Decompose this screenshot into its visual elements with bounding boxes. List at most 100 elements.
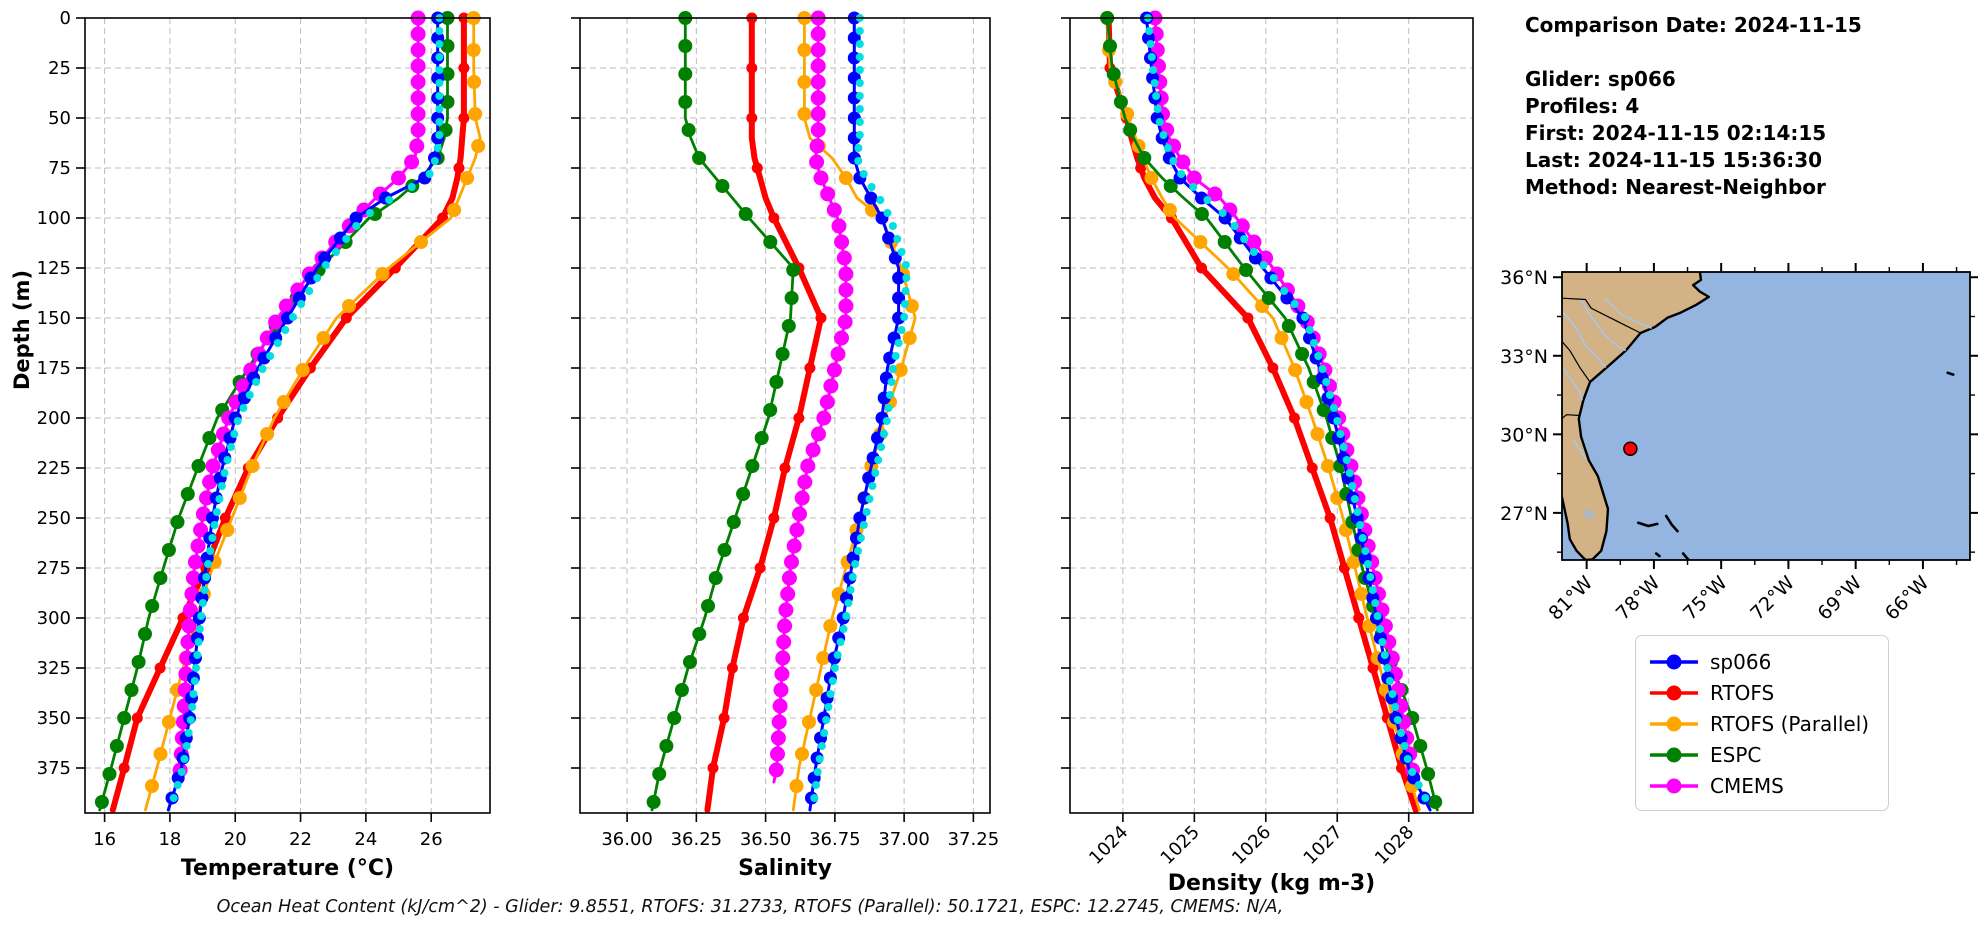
river <box>1604 297 1653 330</box>
info-block: Comparison Date: 2024-11-15 Glider: sp06… <box>1525 12 1862 201</box>
svg-text:50: 50 <box>48 108 71 129</box>
island <box>1664 514 1679 533</box>
series-sp066 <box>805 11 906 812</box>
legend-label: RTOFS (Parallel) <box>1710 711 1870 736</box>
svg-text:250: 250 <box>37 508 71 529</box>
svg-text:72°W: 72°W <box>1746 572 1799 625</box>
svg-text:200: 200 <box>37 408 71 429</box>
x-axis: 16 18 20 22 24 26 <box>93 813 443 850</box>
island <box>1665 564 1670 565</box>
map-frame <box>1561 271 1971 561</box>
river <box>1572 439 1587 460</box>
svg-text:22: 22 <box>289 829 312 850</box>
svg-text:1028: 1028 <box>1371 822 1418 869</box>
svg-text:20: 20 <box>224 829 247 850</box>
svg-text:66°W: 66°W <box>1881 572 1934 625</box>
x-axis-title: Density (kg m-3) <box>1168 871 1376 896</box>
x-axis-title: Salinity <box>738 856 832 881</box>
location-map: 36°N 33°N 30°N 27°N 81°W 78°W 75°W 72°W 69°W 66°W <box>1500 263 1978 625</box>
svg-text:375: 375 <box>37 758 71 779</box>
svg-text:1025: 1025 <box>1157 822 1204 869</box>
legend-item-cmems: CMEMS <box>1648 770 1888 801</box>
svg-text:33°N: 33°N <box>1500 346 1548 368</box>
info-line: First: 2024-11-15 02:14:15 <box>1525 121 1827 145</box>
x-axis: 36.00 36.25 36.50 36.75 37.00 37.25 <box>601 813 999 850</box>
svg-text:125: 125 <box>37 258 71 279</box>
y-axis: 0 25 50 75 100 125 150 175 200 225 250 275 300 325 350… <box>37 8 85 779</box>
info-line: Method: Nearest-Neighbor <box>1525 175 1826 199</box>
depth-axis-label: Depth (m) <box>10 269 34 391</box>
coastline <box>1562 272 1710 560</box>
island <box>1946 371 1955 376</box>
svg-text:18: 18 <box>158 829 181 850</box>
legend-item-sp066: sp066 <box>1648 646 1888 677</box>
svg-text:350: 350 <box>37 708 71 729</box>
svg-text:27°N: 27°N <box>1500 503 1548 525</box>
river <box>1562 365 1583 401</box>
svg-text:1024: 1024 <box>1085 822 1132 869</box>
state-border <box>1562 414 1580 420</box>
svg-text:16: 16 <box>93 829 116 850</box>
state-border <box>1562 341 1591 383</box>
legend-swatch-icon <box>1650 778 1698 793</box>
legend-item-rtofs-parallel-: RTOFS (Parallel) <box>1648 708 1888 739</box>
y-axis <box>571 17 580 769</box>
river <box>1562 310 1607 369</box>
lake <box>1583 509 1594 520</box>
land-layer <box>1562 272 1955 565</box>
svg-text:36.00: 36.00 <box>601 829 653 850</box>
island <box>1681 552 1691 560</box>
legend-label: sp066 <box>1710 649 1772 674</box>
legend-item-espc: ESPC <box>1648 739 1888 770</box>
svg-text:37.00: 37.00 <box>878 829 930 850</box>
svg-text:37.25: 37.25 <box>948 829 1000 850</box>
svg-text:1027: 1027 <box>1300 822 1347 869</box>
svg-text:30°N: 30°N <box>1500 424 1548 446</box>
series-sp066 <box>1140 11 1432 812</box>
river <box>1579 297 1627 352</box>
legend-label: RTOFS <box>1710 680 1775 705</box>
legend-swatch-icon <box>1650 654 1698 669</box>
island <box>1654 552 1661 558</box>
info-line: Comparison Date: 2024-11-15 <box>1525 13 1862 37</box>
svg-text:26: 26 <box>420 829 443 850</box>
grid <box>85 17 490 813</box>
info-line: Last: 2024-11-15 15:36:30 <box>1525 148 1823 172</box>
panel-temperature-c-: 16 18 20 22 24 26 Temperature (°C) 0 25 50 75 100 12… <box>37 8 491 881</box>
svg-text:24: 24 <box>354 829 377 850</box>
series-rtofs <box>704 12 827 813</box>
svg-text:69°W: 69°W <box>1814 572 1867 625</box>
info-line <box>1525 39 1862 66</box>
legend-swatch-icon <box>1650 716 1698 731</box>
ohc-annotation: Ocean Heat Content (kJ/cm^2) - Glider: 9… <box>216 897 1284 917</box>
svg-text:75: 75 <box>48 158 71 179</box>
svg-text:225: 225 <box>37 458 71 479</box>
profile-plots: 16 18 20 22 24 26 Temperature (°C) 0 25 50 75 100 12… <box>37 8 1474 896</box>
legend-item-rtofs: RTOFS <box>1648 677 1888 708</box>
svg-text:36°N: 36°N <box>1500 267 1548 289</box>
svg-text:0: 0 <box>60 8 71 29</box>
info-line: Glider: sp066 <box>1525 67 1676 91</box>
svg-text:36.25: 36.25 <box>671 829 723 850</box>
svg-text:150: 150 <box>37 308 71 329</box>
info-line: Profiles: 4 <box>1525 94 1640 118</box>
x-axis-title: Temperature (°C) <box>181 856 394 881</box>
panel-salinity: 36.00 36.25 36.50 36.75 37.00 37.25 Salinity <box>571 10 999 881</box>
series-espc <box>646 11 801 812</box>
svg-text:275: 275 <box>37 558 71 579</box>
svg-text:325: 325 <box>37 658 71 679</box>
island <box>1636 521 1659 528</box>
svg-text:175: 175 <box>37 358 71 379</box>
legend-label: CMEMS <box>1710 773 1784 798</box>
land <box>1562 272 1709 560</box>
svg-text:36.75: 36.75 <box>809 829 861 850</box>
legend-swatch-icon <box>1650 747 1698 762</box>
y-axis <box>1061 17 1070 769</box>
grid <box>580 17 990 813</box>
svg-text:75°W: 75°W <box>1679 572 1732 625</box>
svg-text:81°W: 81°W <box>1545 572 1598 625</box>
legend-swatch-icon <box>1650 685 1698 700</box>
series-sp066-profiles-scatter- <box>810 14 911 802</box>
